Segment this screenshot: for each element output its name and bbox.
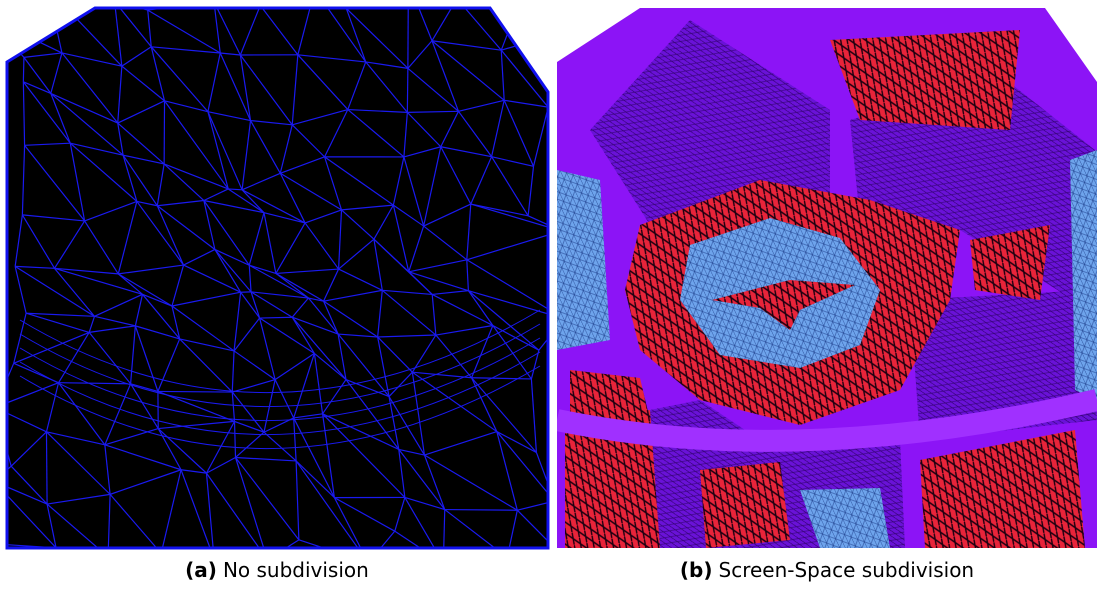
page: (a)No subdivision (b)Screen-Space subdiv…: [0, 0, 1100, 592]
wire-edge: [407, 68, 408, 112]
caption-b: (b)Screen-Space subdivision: [557, 558, 1097, 582]
caption-label: (b): [680, 558, 713, 582]
red-patch: [830, 30, 1020, 130]
wire-edge: [516, 12, 545, 37]
wire-edge: [158, 391, 232, 392]
wire-edge: [445, 510, 518, 511]
wire-edge: [0, 481, 1, 544]
caption-text: Screen-Space subdivision: [719, 558, 975, 582]
wire-edge: [516, 1, 533, 13]
wire-edge: [23, 57, 24, 81]
panel-a: [0, 0, 566, 552]
figure: [0, 0, 1100, 552]
wire-edge: [46, 432, 47, 504]
wire-edge: [48, 0, 115, 1]
caption-label: (a): [185, 558, 217, 582]
wire-edge: [533, 1, 545, 38]
panel-b: [557, 0, 1097, 548]
wire-edge: [260, 317, 293, 318]
red-patch: [700, 462, 790, 548]
wire-edge: [408, 0, 409, 68]
wire-edge: [0, 0, 48, 17]
wire-edge: [260, 0, 314, 5]
caption-a: (a)No subdivision: [7, 558, 547, 582]
caption-text: No subdivision: [223, 558, 369, 582]
wire-edge: [0, 17, 24, 58]
wire-edge: [214, 2, 260, 6]
